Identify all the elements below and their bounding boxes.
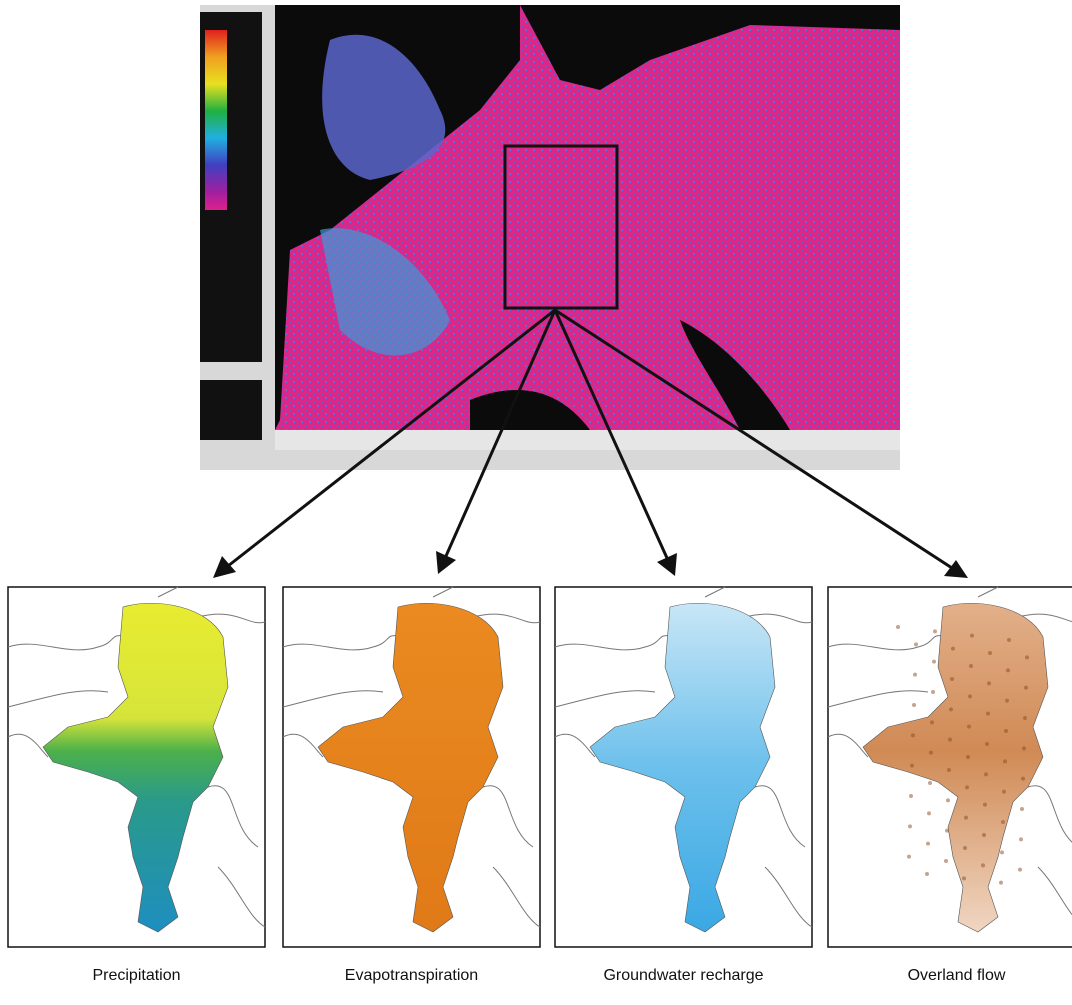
speck [969,664,973,668]
speck [928,781,932,785]
speck [948,738,952,742]
speck [999,881,1003,885]
map-panel [828,587,1072,947]
speck [981,863,985,867]
speck [982,833,986,837]
speck [912,703,916,707]
panel-caption: Overland flow [908,967,1006,984]
scrollbar [275,430,900,450]
speck [1006,668,1010,672]
speck [929,751,933,755]
speck [968,694,972,698]
speck [984,772,988,776]
speck [1020,807,1024,811]
speck [951,647,955,651]
speck [966,755,970,759]
speck [985,742,989,746]
speck [1003,759,1007,763]
speck [946,798,950,802]
speck [1021,777,1025,781]
speck [1025,655,1029,659]
speck [947,768,951,772]
speck [1019,837,1023,841]
speck [896,625,900,629]
speck [962,876,966,880]
speck [907,855,911,859]
panel-caption: Evapotranspiration [345,967,478,984]
speck [983,803,987,807]
speck [931,690,935,694]
panels: Precipitation Evapotranspiration Groundwat… [8,587,1072,984]
speck [910,764,914,768]
speck [926,842,930,846]
map-panel [555,587,812,947]
panel-caption: Precipitation [92,967,180,984]
speck [1022,746,1026,750]
speck [1023,716,1027,720]
speck [930,720,934,724]
map-panel [283,587,540,947]
map-panel [8,587,265,947]
speck [1000,850,1004,854]
speck [925,872,929,876]
speck [967,725,971,729]
speck [949,707,953,711]
speck [986,712,990,716]
speck [909,794,913,798]
speck [964,816,968,820]
speck [970,634,974,638]
speck [914,642,918,646]
speck [932,660,936,664]
speck [950,677,954,681]
legend-bar [205,30,227,210]
speck [1001,820,1005,824]
screenshot [200,5,900,470]
speck [927,811,931,815]
speck [944,859,948,863]
speck [1002,790,1006,794]
speck [1018,868,1022,872]
speck [911,733,915,737]
speck [1005,699,1009,703]
figure: Precipitation Evapotranspiration Groundwat… [0,0,1072,1005]
panel-caption: Groundwater recharge [603,967,763,984]
speck [1007,638,1011,642]
speck [965,785,969,789]
speck [933,629,937,633]
speck [1024,686,1028,690]
speck [908,824,912,828]
speck [988,651,992,655]
speck [963,846,967,850]
speck [987,681,991,685]
speck [913,673,917,677]
side-panel [200,380,262,440]
speck [1004,729,1008,733]
